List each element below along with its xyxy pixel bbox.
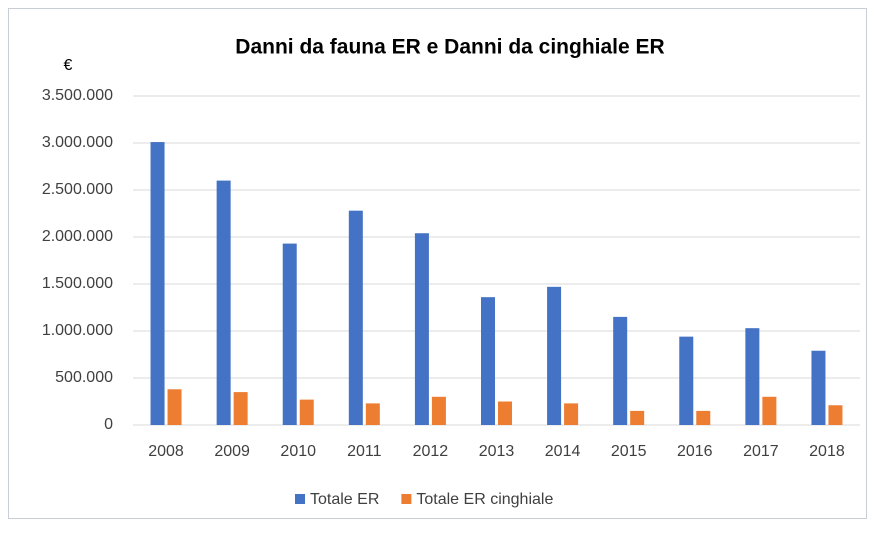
x-tick-label: 2010 bbox=[280, 443, 316, 460]
bar bbox=[547, 286, 562, 425]
bar bbox=[630, 410, 645, 425]
x-tick-label: 2017 bbox=[743, 443, 779, 460]
legend-label: Totale ER bbox=[310, 491, 379, 508]
y-tick-label: 2.500.000 bbox=[42, 181, 113, 198]
bar bbox=[431, 396, 446, 425]
bar bbox=[348, 210, 363, 425]
bar bbox=[216, 180, 231, 425]
x-tick-label: 2012 bbox=[413, 443, 449, 460]
bar bbox=[481, 297, 495, 425]
y-tick-label: 1.000.000 bbox=[42, 322, 113, 339]
bar bbox=[150, 142, 165, 425]
x-tick-label: 2008 bbox=[148, 443, 184, 460]
x-tick-label: 2018 bbox=[809, 443, 845, 460]
y-tick-label: 2.000.000 bbox=[42, 228, 113, 245]
bar bbox=[167, 389, 182, 425]
bar bbox=[745, 328, 760, 425]
y-tick-label: 3.500.000 bbox=[42, 87, 113, 104]
bar bbox=[679, 336, 694, 425]
bar bbox=[613, 316, 628, 425]
x-tick-label: 2011 bbox=[347, 443, 382, 460]
bar bbox=[282, 243, 297, 425]
chart-frame bbox=[8, 8, 867, 519]
y-unit: € bbox=[64, 57, 73, 74]
y-tick-label: 500.000 bbox=[55, 369, 113, 386]
x-tick-label: 2015 bbox=[611, 443, 647, 460]
bar bbox=[811, 350, 826, 425]
y-tick-label: 1.500.000 bbox=[42, 275, 113, 292]
legend-label: Totale ER cinghiale bbox=[416, 491, 553, 508]
y-tick-label: 3.000.000 bbox=[42, 134, 113, 151]
x-tick-label: 2014 bbox=[545, 443, 581, 460]
bar bbox=[498, 401, 512, 425]
legend-swatch bbox=[295, 494, 305, 504]
bar bbox=[762, 396, 777, 425]
bar bbox=[233, 392, 248, 425]
x-tick-label: 2009 bbox=[214, 443, 250, 460]
bar bbox=[365, 403, 380, 425]
bar bbox=[696, 410, 711, 425]
bar bbox=[564, 403, 579, 425]
x-tick-label: 2016 bbox=[677, 443, 713, 460]
bar bbox=[414, 233, 429, 425]
x-tick-label: 2013 bbox=[479, 443, 515, 460]
bar bbox=[828, 405, 843, 425]
bar bbox=[299, 399, 314, 425]
y-tick-label: 0 bbox=[104, 416, 113, 433]
legend-swatch bbox=[401, 494, 412, 504]
chart-title: Danni da fauna ER e Danni da cinghiale E… bbox=[235, 36, 664, 59]
